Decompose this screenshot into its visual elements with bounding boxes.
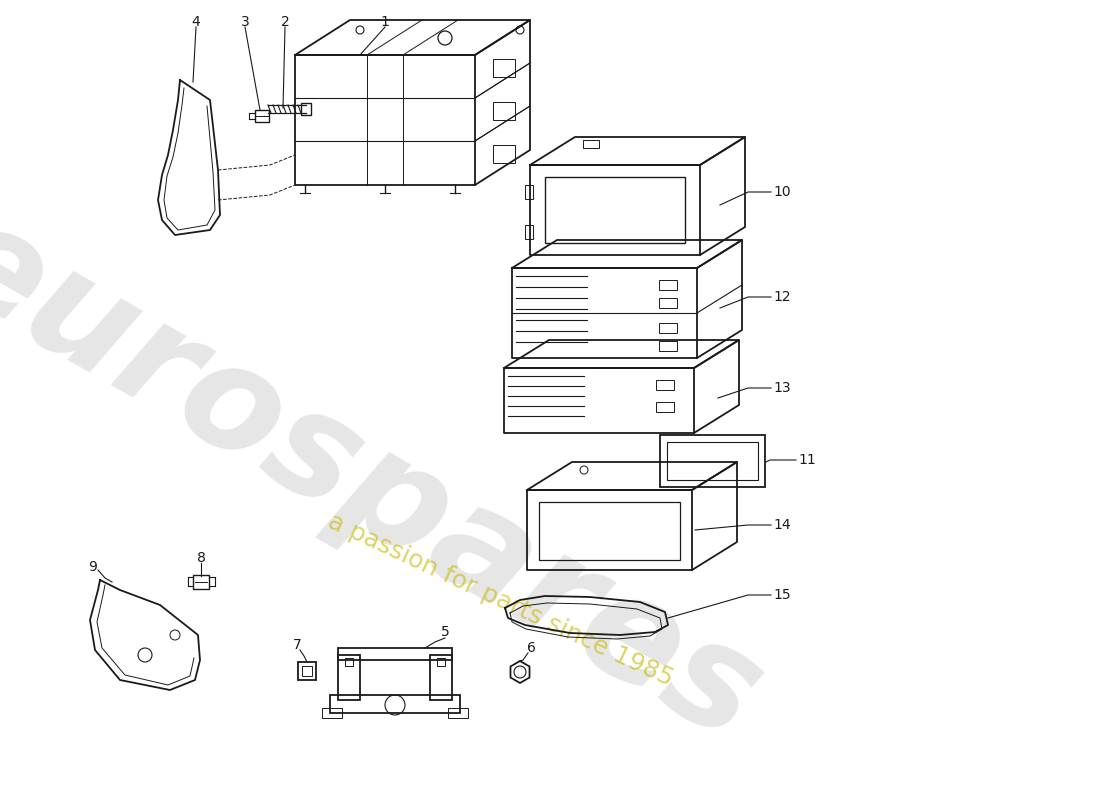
Bar (659, 298, 676, 308)
Bar (660, 435, 764, 487)
Text: 1: 1 (381, 15, 389, 29)
Bar (255, 110, 270, 122)
Bar (656, 380, 674, 390)
Bar (525, 185, 533, 199)
Bar (437, 658, 446, 666)
Text: eurospares: eurospares (0, 188, 784, 772)
Bar (493, 145, 515, 163)
Text: 8: 8 (197, 551, 206, 565)
Bar (338, 648, 452, 660)
Bar (659, 323, 676, 333)
Bar (330, 695, 460, 713)
Bar (430, 655, 452, 700)
Bar (448, 708, 468, 718)
Text: a passion for parts since 1985: a passion for parts since 1985 (323, 509, 676, 691)
Bar (544, 177, 685, 243)
Bar (338, 655, 360, 700)
Text: 3: 3 (241, 15, 250, 29)
Bar (539, 502, 680, 560)
Bar (667, 442, 758, 480)
Bar (493, 102, 515, 120)
Text: 13: 13 (773, 381, 791, 395)
Bar (493, 59, 515, 77)
Text: 7: 7 (293, 638, 301, 652)
Bar (656, 402, 674, 412)
Text: 4: 4 (191, 15, 200, 29)
Bar (301, 103, 311, 115)
Text: 15: 15 (773, 588, 791, 602)
Text: 14: 14 (773, 518, 791, 532)
Bar (302, 666, 312, 676)
Text: 2: 2 (280, 15, 289, 29)
Text: 9: 9 (89, 560, 98, 574)
Bar (525, 225, 533, 239)
Text: 10: 10 (773, 185, 791, 199)
Text: 12: 12 (773, 290, 791, 304)
Bar (322, 708, 342, 718)
Bar (583, 140, 600, 148)
Bar (659, 341, 676, 351)
Text: 5: 5 (441, 625, 450, 639)
Bar (659, 280, 676, 290)
Text: 11: 11 (798, 453, 816, 467)
Bar (298, 662, 316, 680)
Text: 6: 6 (527, 641, 536, 655)
Bar (192, 575, 209, 589)
Bar (345, 658, 353, 666)
